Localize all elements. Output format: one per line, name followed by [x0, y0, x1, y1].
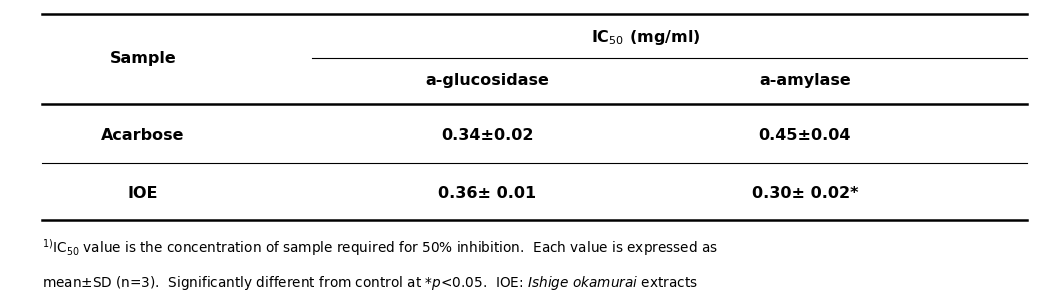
Text: 0.34±0.02: 0.34±0.02 — [441, 128, 534, 143]
Text: 0.36± 0.01: 0.36± 0.01 — [438, 185, 536, 201]
Text: 0.30± 0.02*: 0.30± 0.02* — [752, 185, 858, 201]
Text: IOE: IOE — [128, 185, 158, 201]
Text: Sample: Sample — [109, 51, 177, 66]
Text: mean±SD (n=3).  Significantly different from control at *$p$<0.05.  IOE: $\mathi: mean±SD (n=3). Significantly different f… — [42, 274, 698, 292]
Text: 0.45±0.04: 0.45±0.04 — [758, 128, 851, 143]
Text: a-amylase: a-amylase — [759, 73, 850, 88]
Text: IC$_{50}$ (mg/ml): IC$_{50}$ (mg/ml) — [591, 28, 701, 47]
Text: $^{1)}$IC$_{50}$ value is the concentration of sample required for 50% inhibitio: $^{1)}$IC$_{50}$ value is the concentrat… — [42, 237, 718, 258]
Text: Acarbose: Acarbose — [102, 128, 184, 143]
Text: a-glucosidase: a-glucosidase — [426, 73, 549, 88]
